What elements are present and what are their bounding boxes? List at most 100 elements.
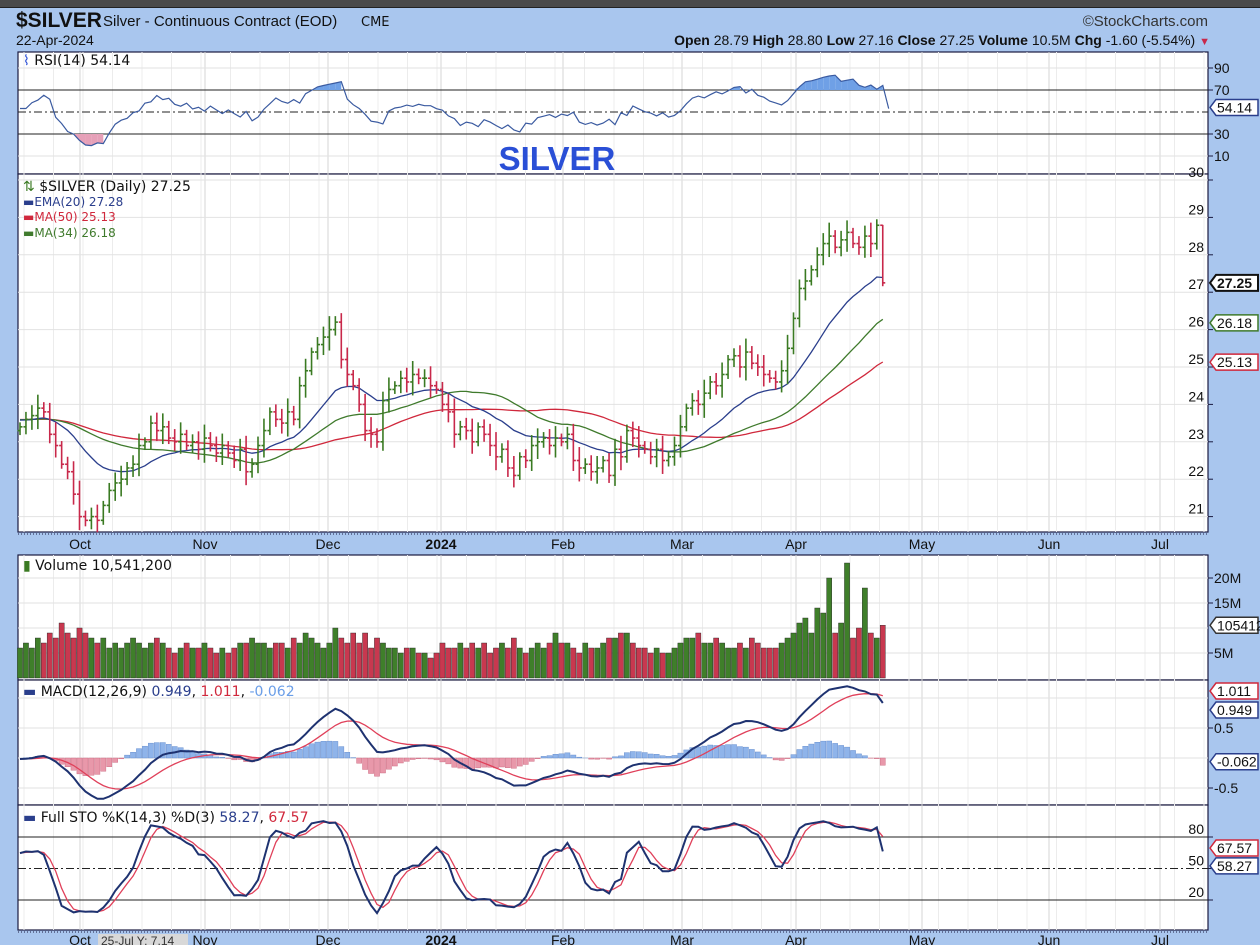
ohlc-bar — [862, 225, 868, 258]
ohlc-bar — [844, 220, 850, 252]
ohlc-bar — [17, 422, 23, 436]
macd-histogram-bar — [118, 757, 124, 760]
volume-bar — [273, 642, 279, 679]
volume-bar — [546, 642, 553, 679]
macd-histogram-bar — [814, 742, 821, 759]
ohlc-bar — [820, 233, 826, 266]
price-tick-label: 29 — [1188, 201, 1204, 217]
volume-bar — [439, 642, 446, 679]
macd-signal-line — [19, 693, 883, 790]
ohlc-bar — [642, 441, 648, 454]
volume-bar — [755, 642, 761, 679]
volume-bar — [302, 632, 309, 679]
volume-bar — [665, 652, 672, 679]
volume-bar — [332, 627, 339, 679]
macd-histogram-bar — [719, 745, 725, 759]
x-tick-label: Jun — [1038, 536, 1061, 552]
x-tick-label: Mar — [670, 536, 694, 552]
macd-histogram-bar — [279, 752, 285, 759]
rsi-tick-label: 90 — [1214, 60, 1230, 76]
rsi-overbought-fill — [853, 79, 859, 90]
ohlc-bar — [475, 422, 481, 447]
copyright[interactable]: ©StockCharts.com — [1083, 13, 1208, 30]
volume-bar — [511, 637, 517, 679]
ohlc-bar — [291, 405, 297, 426]
macd-line — [19, 685, 884, 800]
ohlc-bar — [731, 348, 737, 367]
volume-bar — [314, 642, 321, 679]
volume-bar — [760, 647, 767, 679]
ma50-legend: ▬MA(50) 25.13 — [23, 210, 116, 224]
price-legend: ⇅ $SILVER (Daily) 27.25 — [23, 179, 191, 195]
ohlc-bar — [439, 381, 445, 412]
volume-bar — [856, 627, 862, 679]
ohlc-bar — [481, 419, 487, 442]
ohlc-bar — [666, 450, 672, 467]
volume-bar — [671, 647, 678, 679]
exchange: CME — [361, 15, 390, 30]
volume-bar — [76, 627, 83, 679]
volume-bar — [290, 637, 297, 679]
macd-histogram-bar — [594, 757, 600, 760]
ohlc-bar — [207, 432, 213, 452]
volume-bar — [409, 647, 416, 679]
ohlc-bar — [225, 441, 231, 458]
volume-bar — [296, 642, 303, 679]
sto-legend: ▬ Full STO %K(14,3) %D(3) 58.27, 67.57 — [23, 810, 308, 826]
price-tick-label: 24 — [1188, 388, 1204, 404]
volume-bar — [838, 622, 844, 679]
x-tick-label-bottom: Apr — [785, 932, 807, 945]
macd-histogram-bar — [796, 749, 803, 759]
macd-histogram-bar — [522, 757, 529, 765]
sto-d-tag: 67.57 — [1209, 839, 1259, 857]
ohlc-bar — [535, 428, 541, 460]
ohlc-bar — [451, 398, 457, 448]
volume-bar — [499, 642, 505, 679]
macd-histogram-bar — [445, 757, 452, 765]
macd-hist-tag-text: -0.062 — [1217, 754, 1257, 770]
silver-annotation[interactable]: SILVER — [499, 140, 616, 177]
volume-bar — [100, 637, 107, 679]
volume-bar — [802, 617, 809, 679]
volume-bar — [862, 587, 868, 679]
ohlc-bar — [243, 435, 249, 486]
ohlc-bar — [880, 224, 886, 287]
macd-tick-label: 0.5 — [1214, 720, 1234, 736]
price-tick-label: 25 — [1188, 351, 1204, 367]
macd-histogram-bar — [636, 751, 642, 759]
macd-histogram-bar — [612, 756, 618, 759]
macd-histogram-bar — [737, 746, 743, 759]
x-tick-label-bottom: May — [909, 932, 935, 945]
ohlc-bar — [71, 461, 77, 505]
ohlc-bar — [416, 368, 422, 385]
macd-histogram-bar — [338, 746, 345, 759]
sto-k-tag-text: 58.27 — [1217, 858, 1252, 874]
rsi-overbought-fill — [329, 82, 336, 90]
macd-histogram-bar — [112, 757, 118, 763]
cursor-readout: 25-Jul Y: 7.14 — [101, 934, 174, 945]
macd-histogram-bar — [386, 757, 392, 770]
macd-signal-tag-box — [1209, 682, 1259, 700]
volume-bar — [106, 647, 113, 679]
macd-histogram-bar — [534, 757, 541, 759]
macd-histogram-bar — [314, 741, 321, 759]
ma34-legend: ▬MA(34) 26.18 — [23, 226, 116, 240]
volume-bar — [641, 647, 648, 679]
macd-histogram-bar — [362, 757, 368, 770]
macd-histogram-bar — [177, 747, 184, 759]
macd-histogram-bar — [439, 757, 446, 763]
rsi-overbought-fill — [829, 75, 836, 90]
ohlc-bar — [493, 432, 499, 471]
ohlc-bar — [469, 418, 475, 454]
volume-bar — [46, 632, 53, 679]
ma34-value-tag-text: 26.18 — [1217, 315, 1252, 331]
macd-histogram-bar — [368, 757, 374, 774]
ohlc-bar — [279, 408, 285, 434]
volume-bar — [213, 652, 220, 679]
ohlc-bar — [553, 426, 558, 458]
macd-histogram-bar — [850, 750, 856, 759]
volume-bar — [582, 642, 589, 679]
sto-k-tag-box — [1209, 857, 1259, 875]
ma50-value-tag: 25.13 — [1209, 353, 1259, 371]
ohlc-bar — [303, 358, 309, 398]
